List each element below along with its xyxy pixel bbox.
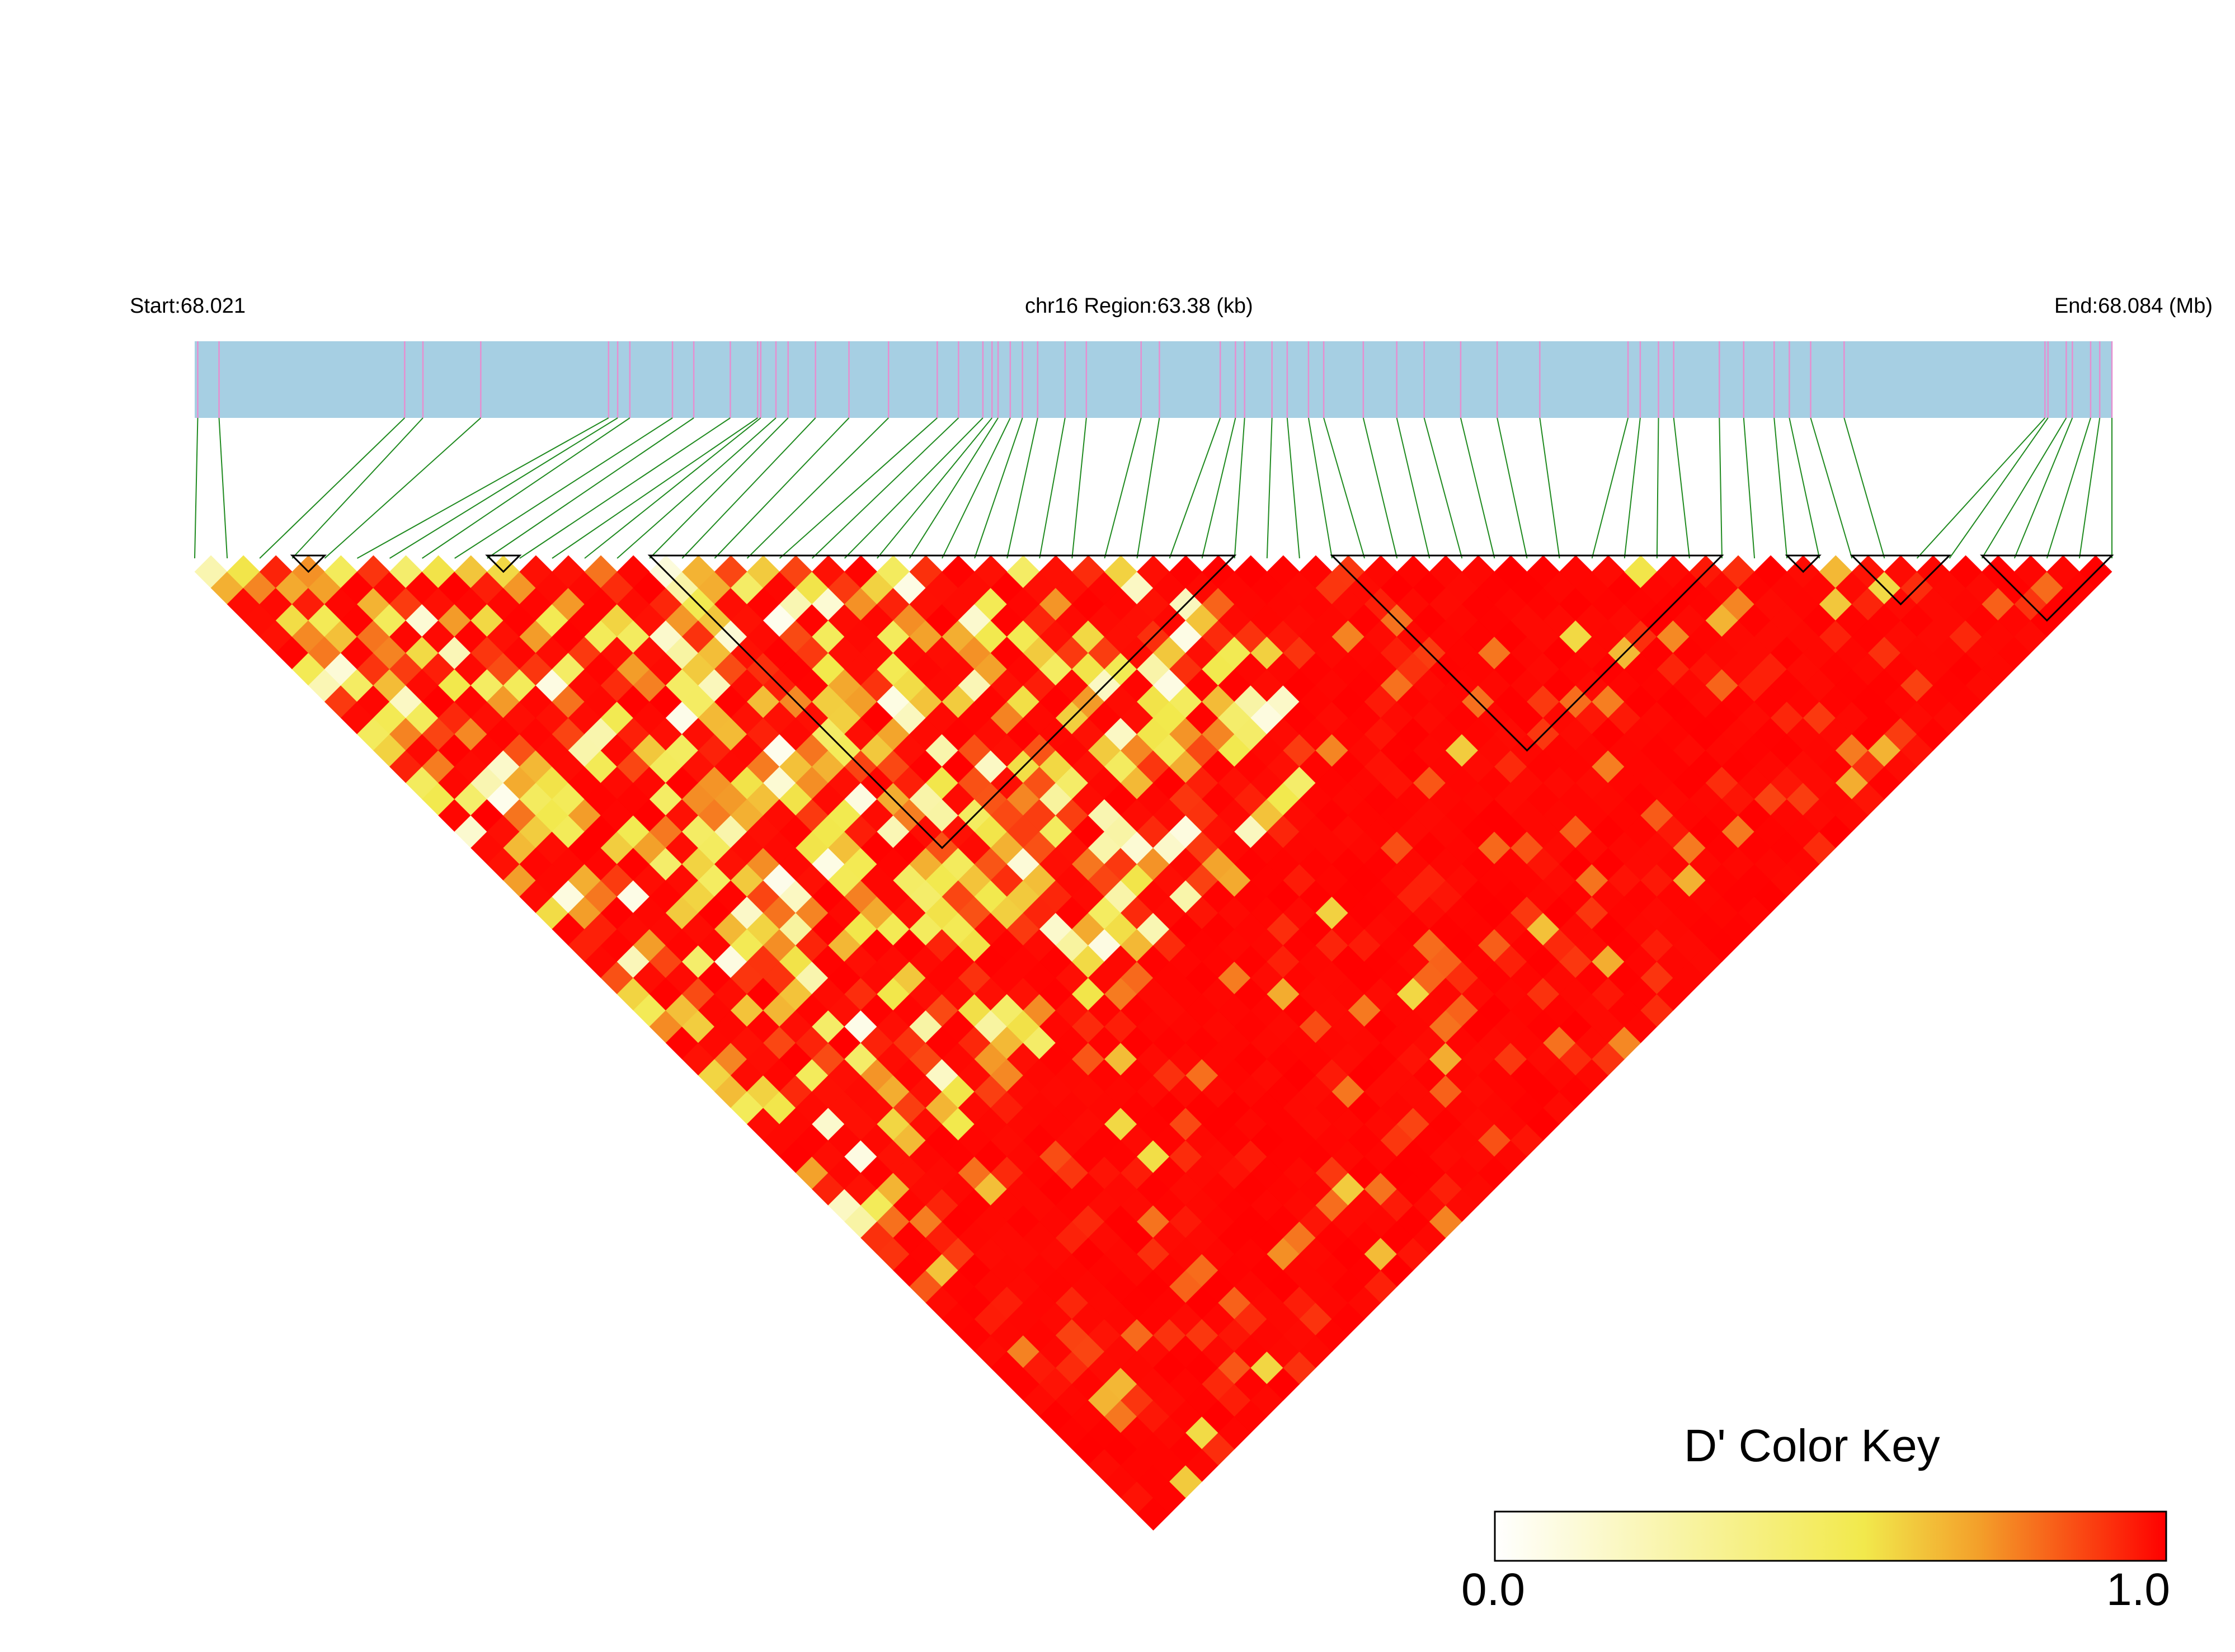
region-bar: [195, 341, 2112, 418]
snp-connector: [2046, 417, 2091, 559]
snp-connector: [389, 417, 618, 559]
snp-connector: [1591, 417, 1629, 559]
snp-connector: [2078, 417, 2101, 559]
snp-connector: [1624, 417, 1641, 559]
snp-connector: [746, 417, 889, 559]
snp-connector: [1039, 417, 1066, 559]
snp-connector: [1743, 417, 1756, 559]
snp-connector: [1949, 417, 2049, 559]
snp-connector: [487, 417, 694, 559]
color-key: [1494, 1510, 2167, 1562]
snp-connector: [356, 417, 609, 559]
snp-connectors: [194, 417, 2112, 559]
snp-connector: [942, 417, 1011, 559]
snp-connector: [1916, 417, 2046, 559]
haplotype-block-outline: [1980, 554, 2114, 622]
haplotype-block-outline: [647, 554, 1237, 849]
snp-connector: [681, 417, 816, 559]
snp-connector: [1286, 417, 1300, 559]
color-key-min-label: 0.0: [1461, 1564, 1525, 1615]
snp-connector: [259, 417, 406, 559]
snp-connector: [1006, 417, 1038, 559]
snp-connector: [291, 417, 424, 559]
snp-connector: [519, 417, 731, 559]
haplotype-block-outline: [1785, 554, 1822, 573]
snp-connector: [974, 417, 1023, 559]
snp-connector: [1323, 417, 1366, 559]
snp-connector: [1396, 417, 1431, 559]
region-bar-group: [195, 341, 2113, 418]
snp-connector: [1719, 417, 1723, 559]
haplotype-block-outline: [1330, 554, 1724, 752]
snp-connector: [1266, 417, 1273, 559]
region-start-label: Start:68.021: [130, 294, 246, 318]
snp-connector: [1136, 417, 1160, 559]
snp-connector: [844, 417, 984, 559]
snp-connector: [1169, 417, 1221, 559]
snp-connector: [877, 417, 992, 559]
snp-connector: [1789, 417, 1820, 559]
snp-connector: [1201, 417, 1236, 559]
haplotype-block-outline: [1850, 554, 1952, 606]
snp-connector: [454, 417, 673, 559]
snp-connector: [194, 417, 199, 559]
snp-connector: [584, 417, 761, 559]
snp-connector: [1307, 417, 1333, 559]
snp-connector: [1104, 417, 1142, 559]
haplotype-block-outline: [485, 554, 522, 573]
region-title-label: chr16 Region:63.38 (kb): [1025, 294, 1253, 318]
haplotype-blocks: [290, 554, 2114, 849]
region-end-label: End:68.084 (Mb): [2054, 294, 2213, 318]
snp-connector: [1423, 417, 1463, 559]
snp-connector: [811, 417, 959, 559]
snp-connector: [218, 417, 228, 559]
haplotype-block-outline: [290, 554, 327, 573]
snp-connector: [1539, 417, 1560, 559]
snp-connector: [1673, 417, 1690, 559]
snp-connector: [617, 417, 777, 559]
snp-connector: [1810, 417, 1853, 559]
snp-connector: [1656, 417, 1659, 559]
snp-connector: [1773, 417, 1788, 559]
snp-connector: [909, 417, 999, 559]
color-key-gradient: [1494, 1510, 2167, 1562]
snp-connector: [2013, 417, 2073, 559]
snp-connector: [714, 417, 850, 559]
snp-connector: [1362, 417, 1398, 559]
color-key-max-label: 1.0: [2106, 1564, 2170, 1615]
snp-connector: [1497, 417, 1528, 559]
snp-connector: [552, 417, 758, 559]
snp-connector: [422, 417, 630, 559]
snp-connector: [1071, 417, 1087, 559]
snp-connector: [1981, 417, 2067, 559]
color-key-title: D' Color Key: [1684, 1420, 1940, 1471]
snp-connector: [1843, 417, 1885, 559]
snp-connector: [1460, 417, 1495, 559]
snp-connector: [779, 417, 938, 559]
snp-connector: [649, 417, 789, 559]
snp-connector: [1234, 417, 1245, 559]
ld-heatmap: [194, 555, 2112, 1531]
snp-connector: [324, 417, 481, 559]
